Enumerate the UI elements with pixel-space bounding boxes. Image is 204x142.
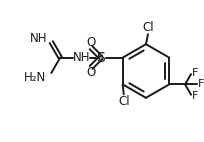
Text: H₂N: H₂N — [24, 71, 46, 83]
Text: Cl: Cl — [118, 95, 130, 108]
Text: F: F — [192, 91, 198, 101]
Text: Cl: Cl — [142, 21, 154, 34]
Text: O: O — [86, 36, 96, 49]
Text: F: F — [192, 68, 198, 78]
Text: NH: NH — [30, 32, 47, 45]
Text: F: F — [198, 79, 204, 89]
Text: O: O — [86, 66, 96, 79]
Text: NH: NH — [73, 51, 91, 64]
Text: S: S — [96, 51, 105, 65]
